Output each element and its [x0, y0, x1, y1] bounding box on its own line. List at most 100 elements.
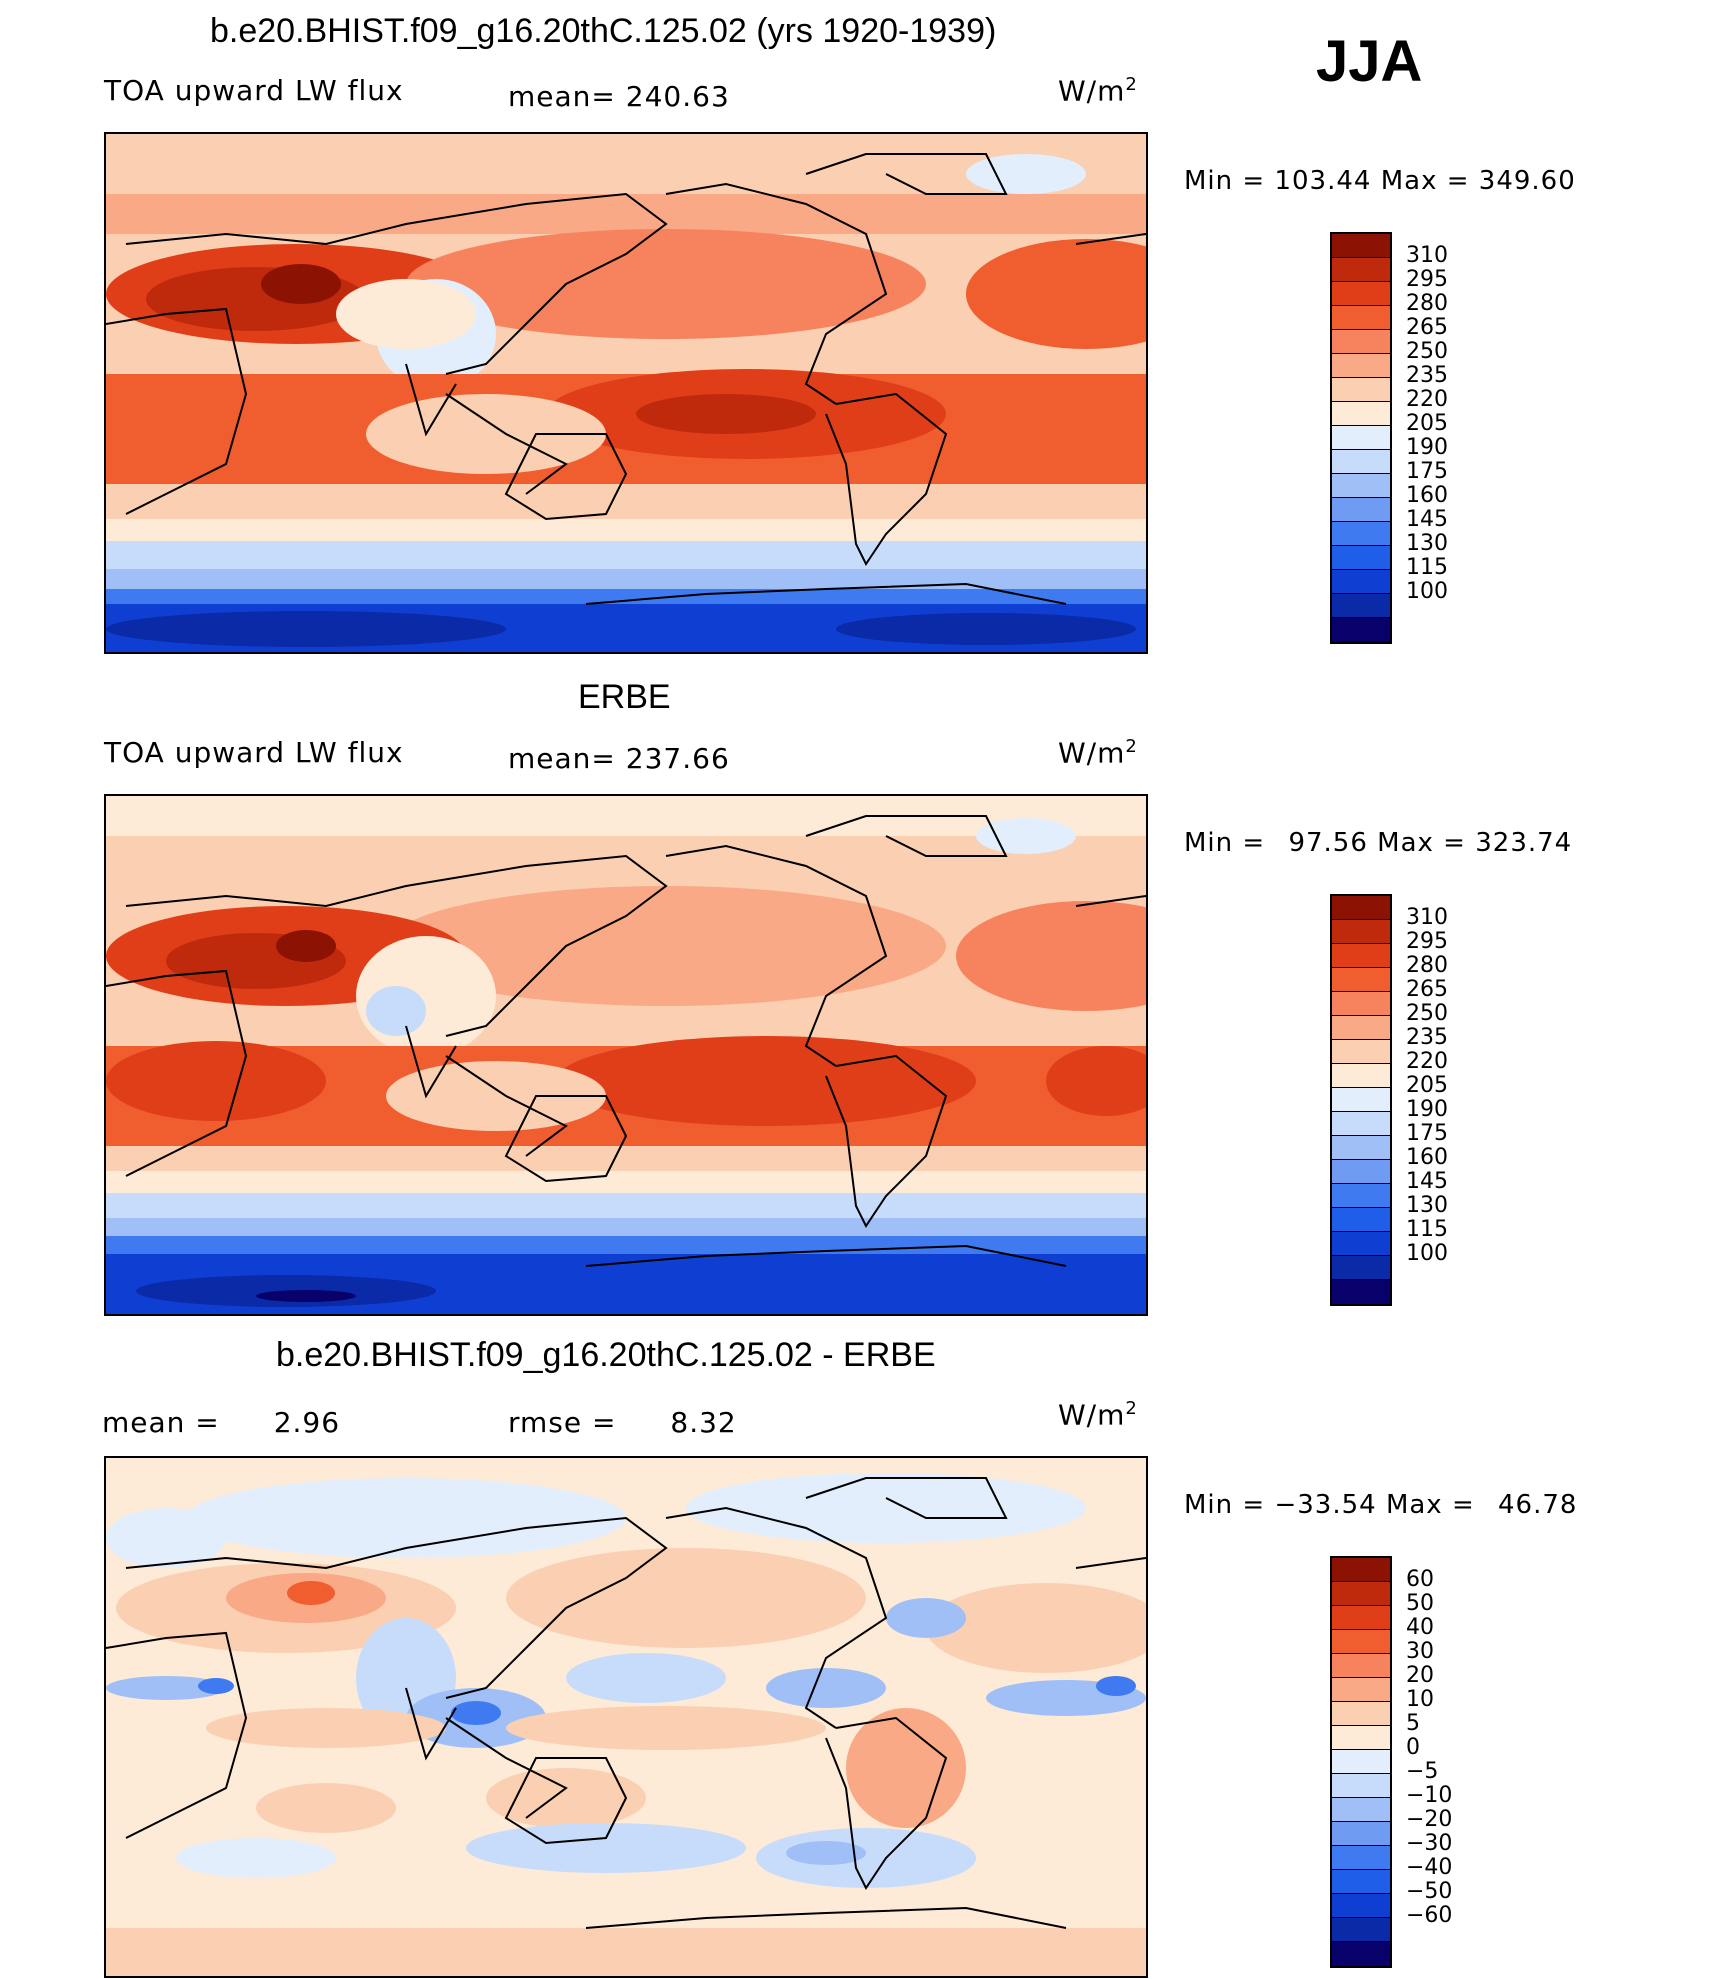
panel1-units-exp: 2: [1125, 74, 1138, 95]
colorbar-level-label: 115: [1406, 555, 1448, 580]
colorbar-swatch: [1332, 1750, 1390, 1774]
colorbar-swatch: [1332, 1798, 1390, 1822]
panel2-min-label: Min =: [1184, 828, 1266, 858]
colorbar-swatch: [1332, 450, 1390, 474]
panel3-units: W/m2: [1058, 1398, 1138, 1431]
colorbar-level-label: 100: [1406, 1241, 1448, 1266]
colorbar-level-label: 295: [1406, 267, 1448, 292]
colorbar-swatch: [1332, 1774, 1390, 1798]
colorbar-swatch: [1332, 1870, 1390, 1894]
colorbar-swatch: [1332, 920, 1390, 944]
panel3-rmse-label: rmse =: [508, 1406, 617, 1439]
panel2-map: [104, 794, 1148, 1316]
colorbar-level-label: 280: [1406, 953, 1448, 978]
panel1-mean: mean= 240.63: [508, 80, 730, 113]
colorbar-level-label: 50: [1406, 1591, 1434, 1616]
panel3-units-base: W/m: [1058, 1398, 1126, 1432]
colorbar-swatch: [1332, 234, 1390, 258]
colorbar-swatch: [1332, 474, 1390, 498]
panel3-min-label: Min =: [1184, 1490, 1266, 1520]
colorbar-swatch: [1332, 992, 1390, 1016]
panel1-title: b.e20.BHIST.f09_g16.20thC.125.02 (yrs 19…: [210, 12, 997, 50]
colorbar-swatch: [1332, 1654, 1390, 1678]
colorbar-swatch: [1332, 1088, 1390, 1112]
colorbar-level-label: 30: [1406, 1639, 1434, 1664]
colorbar-swatch: [1332, 330, 1390, 354]
colorbar-level-label: −10: [1406, 1783, 1453, 1808]
colorbar-swatch: [1332, 282, 1390, 306]
panel3-minmax: Min = −33.54 Max = 46.78: [1184, 1490, 1577, 1520]
colorbar-level-label: −60: [1406, 1903, 1453, 1928]
colorbar-level-label: 310: [1406, 905, 1448, 930]
colorbar-level-label: 0: [1406, 1735, 1420, 1760]
panel2-min-value: 97.56: [1288, 828, 1368, 858]
colorbar-swatch: [1332, 1726, 1390, 1750]
panel3-title: b.e20.BHIST.f09_g16.20thC.125.02 - ERBE: [276, 1336, 936, 1374]
season-label: JJA: [1316, 29, 1423, 94]
colorbar-swatch: [1332, 570, 1390, 594]
colorbar-level-label: 250: [1406, 339, 1448, 364]
panel2-units: W/m2: [1058, 736, 1138, 769]
colorbar-level-label: −20: [1406, 1807, 1453, 1832]
colorbar-level-label: 160: [1406, 483, 1448, 508]
colorbar-level-label: 280: [1406, 291, 1448, 316]
colorbar-swatch: [1332, 1256, 1390, 1280]
panel3-units-exp: 2: [1125, 1398, 1138, 1419]
colorbar-swatch: [1332, 1630, 1390, 1654]
panel1-colorbar: [1330, 232, 1392, 644]
colorbar-level-label: 145: [1406, 1169, 1448, 1194]
colorbar-swatch: [1332, 896, 1390, 920]
panel3-mean: mean = 2.96: [102, 1406, 340, 1439]
colorbar-level-label: 235: [1406, 1025, 1448, 1050]
colorbar-swatch: [1332, 498, 1390, 522]
colorbar-swatch: [1332, 1942, 1390, 1966]
colorbar-level-label: 265: [1406, 315, 1448, 340]
colorbar-level-label: −5: [1406, 1759, 1439, 1784]
colorbar-level-label: 265: [1406, 977, 1448, 1002]
colorbar-swatch: [1332, 1702, 1390, 1726]
colorbar-swatch: [1332, 1846, 1390, 1870]
colorbar-swatch: [1332, 968, 1390, 992]
panel1-min-value: 103.44: [1274, 166, 1372, 196]
panel3-max-value: 46.78: [1498, 1490, 1578, 1520]
colorbar-swatch: [1332, 1232, 1390, 1256]
panel1-mean-label: mean=: [508, 80, 616, 113]
panel3-rmse: rmse = 8.32: [508, 1406, 737, 1439]
panel2-max-label: Max =: [1377, 828, 1466, 858]
colorbar-swatch: [1332, 1112, 1390, 1136]
colorbar-level-label: 5: [1406, 1711, 1420, 1736]
panel1-max-value: 349.60: [1478, 166, 1576, 196]
colorbar-swatch: [1332, 1558, 1390, 1582]
panel3-mean-value: 2.96: [273, 1406, 341, 1439]
colorbar-swatch: [1332, 1136, 1390, 1160]
panel1-min-label: Min =: [1184, 166, 1266, 196]
panel2-mean-label: mean=: [508, 742, 616, 775]
colorbar-swatch: [1332, 306, 1390, 330]
colorbar-swatch: [1332, 1822, 1390, 1846]
colorbar-level-label: 250: [1406, 1001, 1448, 1026]
colorbar-swatch: [1332, 1678, 1390, 1702]
colorbar-level-label: 205: [1406, 1073, 1448, 1098]
panel3-colorbar: [1330, 1556, 1392, 1968]
colorbar-level-label: 310: [1406, 243, 1448, 268]
colorbar-level-label: 145: [1406, 507, 1448, 532]
colorbar-level-label: 190: [1406, 435, 1448, 460]
colorbar-swatch: [1332, 1208, 1390, 1232]
colorbar-swatch: [1332, 618, 1390, 642]
colorbar-swatch: [1332, 1894, 1390, 1918]
panel3-rmse-value: 8.32: [670, 1406, 737, 1439]
panel2-max-value: 323.74: [1475, 828, 1573, 858]
panel1-variable: TOA upward LW flux: [104, 74, 404, 107]
colorbar-swatch: [1332, 1606, 1390, 1630]
colorbar-level-label: 160: [1406, 1145, 1448, 1170]
panel1-map: [104, 132, 1148, 654]
colorbar-swatch: [1332, 354, 1390, 378]
panel1-mean-value: 240.63: [625, 80, 730, 113]
colorbar-swatch: [1332, 402, 1390, 426]
panel1-units-base: W/m: [1058, 74, 1126, 108]
colorbar-level-label: 100: [1406, 579, 1448, 604]
panel1-max-label: Max =: [1380, 166, 1470, 196]
colorbar-level-label: −40: [1406, 1855, 1453, 1880]
colorbar-swatch: [1332, 522, 1390, 546]
panel3-mean-label: mean =: [102, 1406, 220, 1439]
